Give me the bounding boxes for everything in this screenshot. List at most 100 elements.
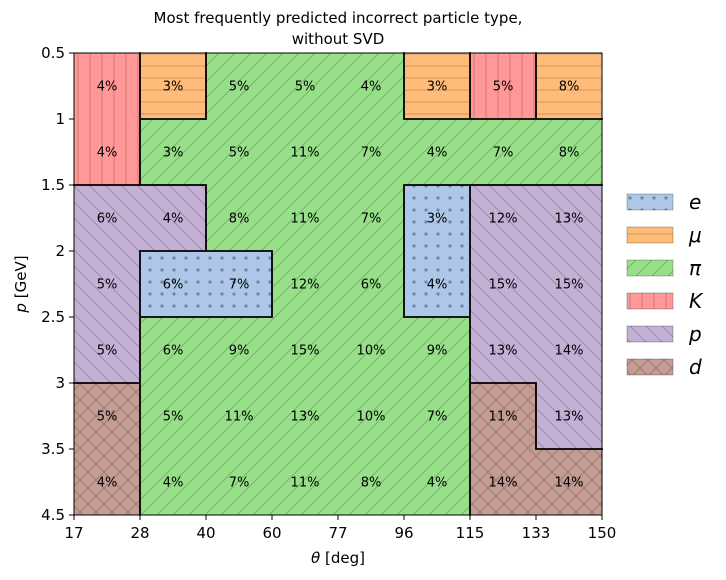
cell-r4-c1 xyxy=(140,317,207,384)
cell-r1-c2 xyxy=(206,119,273,186)
cell-value-r3-c6: 15% xyxy=(489,278,518,293)
cell-value-r4-c3: 15% xyxy=(291,344,320,359)
cell-r3-c3 xyxy=(272,251,339,318)
cell-value-r0-c7: 8% xyxy=(559,80,580,95)
cell-value-r6-c4: 8% xyxy=(361,476,382,491)
cell-value-r6-c2: 7% xyxy=(229,476,250,491)
cell-value-r1-c4: 7% xyxy=(361,146,382,161)
x-tick-label-1: 28 xyxy=(130,524,149,542)
cell-value-r0-c5: 3% xyxy=(427,80,448,95)
cell-value-r0-c2: 5% xyxy=(229,80,250,95)
y-tick-label-2: 1.5 xyxy=(41,176,65,194)
cell-value-r2-c7: 13% xyxy=(555,212,584,227)
cell-value-r4-c5: 9% xyxy=(427,344,448,359)
cell-r6-c7 xyxy=(536,449,603,516)
legend-swatch-p xyxy=(626,325,674,343)
cell-r1-c6 xyxy=(470,119,537,186)
y-tick-label-5: 3 xyxy=(55,374,65,392)
cell-r0-c4 xyxy=(338,53,405,120)
cell-value-r0-c6: 5% xyxy=(493,80,514,95)
cell-r6-c2 xyxy=(206,449,273,516)
cell-r6-c5 xyxy=(404,449,471,516)
cell-r4-c4 xyxy=(338,317,405,384)
x-tick-label-3: 60 xyxy=(262,524,281,542)
cell-value-labels: 4% 3% 5% 5% 4% 3% 5% 8% 4% 3% 5% 11% 7% 4% 7% 8% 6% 4% 8% 1… xyxy=(97,80,584,491)
x-tick-label-4: 77 xyxy=(328,524,347,542)
cell-value-r2-c0: 6% xyxy=(97,212,118,227)
x-axis-label-symbol: θ xyxy=(311,549,320,567)
legend-label-K: K xyxy=(689,289,704,313)
cell-value-r5-c3: 13% xyxy=(291,410,320,425)
cell-r3-c2 xyxy=(206,251,273,318)
cell-r0-c7 xyxy=(536,53,603,120)
cell-r5-c7 xyxy=(536,383,603,450)
cell-r6-c3 xyxy=(272,449,339,516)
cell-value-r2-c2: 8% xyxy=(229,212,250,227)
cell-value-r5-c1: 5% xyxy=(163,410,184,425)
y-tick-label-7: 4.5 xyxy=(41,506,65,524)
cell-value-r1-c1: 3% xyxy=(163,146,184,161)
cell-r5-c5 xyxy=(404,383,471,450)
cell-value-r1-c7: 8% xyxy=(559,146,580,161)
chart-title-line-2: without SVD xyxy=(292,30,385,48)
cell-r2-c5 xyxy=(404,185,471,252)
cell-r3-c5 xyxy=(404,251,471,318)
cell-value-r1-c2: 5% xyxy=(229,146,250,161)
cell-r6-c4 xyxy=(338,449,405,516)
cell-r1-c0 xyxy=(74,119,141,186)
cell-value-r0-c4: 4% xyxy=(361,80,382,95)
heatmap-cells xyxy=(74,53,603,516)
cell-r0-c2 xyxy=(206,53,273,120)
cell-r2-c6 xyxy=(470,185,537,252)
cell-value-r6-c6: 14% xyxy=(489,476,518,491)
chart-title: Most frequently predicted incorrect part… xyxy=(154,9,523,48)
cell-value-r6-c0: 4% xyxy=(97,476,118,491)
cell-value-r5-c0: 5% xyxy=(97,410,118,425)
cell-r1-c7 xyxy=(536,119,603,186)
cell-r2-c1 xyxy=(140,185,207,252)
y-tick-label-3: 2 xyxy=(55,242,65,260)
cell-r0-c6 xyxy=(470,53,537,120)
cell-r5-c1 xyxy=(140,383,207,450)
cell-value-r2-c3: 11% xyxy=(291,212,320,227)
legend-label-e: e xyxy=(689,190,701,214)
region-borders xyxy=(73,52,603,516)
cell-value-r1-c5: 4% xyxy=(427,146,448,161)
cell-r5-c2 xyxy=(206,383,273,450)
cell-value-r4-c0: 5% xyxy=(97,344,118,359)
cell-r2-c4 xyxy=(338,185,405,252)
legend-swatch-pi xyxy=(626,259,674,277)
cell-r0-c3 xyxy=(272,53,339,120)
cell-value-r3-c4: 6% xyxy=(361,278,382,293)
y-axis-label: p [GeV] xyxy=(12,255,30,313)
x-tick-label-5: 96 xyxy=(394,524,413,542)
cell-r5-c3 xyxy=(272,383,339,450)
cell-r3-c1 xyxy=(140,251,207,318)
cell-r1-c3 xyxy=(272,119,339,186)
cell-r5-c0 xyxy=(74,383,141,450)
cell-value-r0-c0: 4% xyxy=(97,80,118,95)
cell-r6-c6 xyxy=(470,449,537,516)
cell-value-r6-c3: 11% xyxy=(291,476,320,491)
cell-value-r5-c4: 10% xyxy=(357,410,386,425)
y-tick-label-1: 1 xyxy=(55,110,65,128)
cell-r4-c7 xyxy=(536,317,603,384)
cell-value-r5-c6: 11% xyxy=(489,410,518,425)
cell-value-r0-c3: 5% xyxy=(295,80,316,95)
cell-value-r3-c3: 12% xyxy=(291,278,320,293)
cell-r6-c1 xyxy=(140,449,207,516)
cell-r3-c6 xyxy=(470,251,537,318)
legend-label-d: d xyxy=(689,355,702,379)
cell-value-r4-c6: 13% xyxy=(489,344,518,359)
cell-r1-c4 xyxy=(338,119,405,186)
cell-r4-c5 xyxy=(404,317,471,384)
cell-r4-c6 xyxy=(470,317,537,384)
cell-value-r4-c7: 14% xyxy=(555,344,584,359)
cell-value-r3-c0: 5% xyxy=(97,278,118,293)
cell-r3-c7 xyxy=(536,251,603,318)
cell-value-r5-c5: 7% xyxy=(427,410,448,425)
cell-r2-c7 xyxy=(536,185,603,252)
y-axis-label-symbol: p xyxy=(12,303,30,314)
cell-value-r3-c5: 4% xyxy=(427,278,448,293)
